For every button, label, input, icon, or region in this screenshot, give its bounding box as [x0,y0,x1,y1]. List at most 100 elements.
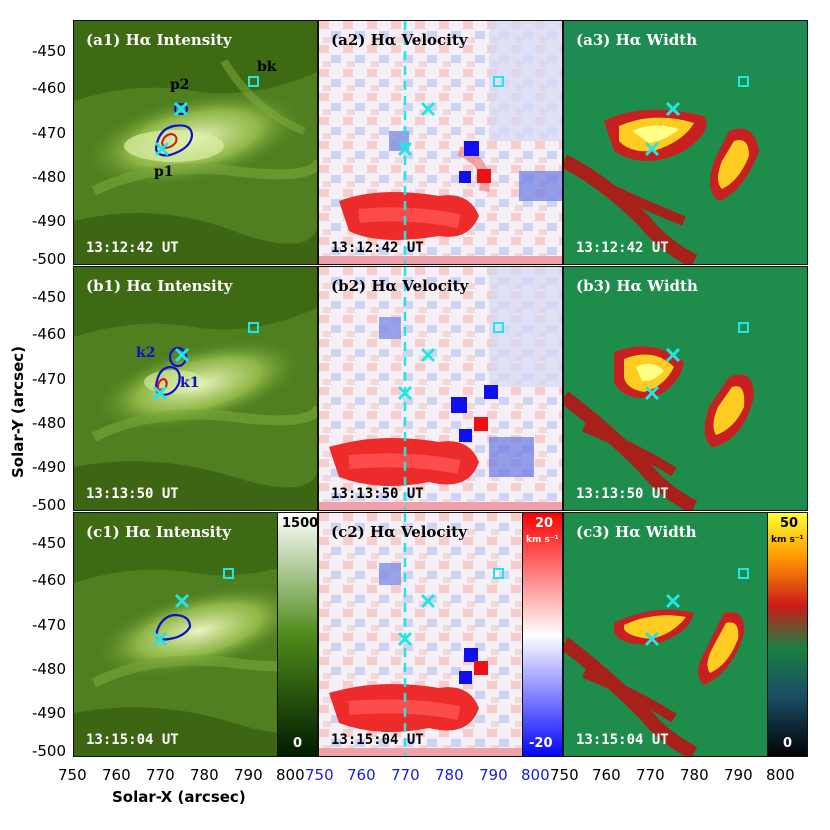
y-tick: -490 [31,458,66,476]
x-tick: 790 [479,766,508,784]
y-tick: -460 [31,79,66,97]
x-tick: 750 [305,766,334,784]
x-marker [152,631,168,647]
velocity-image [319,267,562,510]
x-marker [420,101,436,117]
x-tick: 800 [521,766,550,784]
bk-square-marker [493,76,504,87]
bk-square-marker [738,76,749,87]
intensity-image [74,513,317,756]
panel-title: (b1) Hα Intensity [86,277,233,295]
contour-p1-blue [154,124,194,157]
y-tick: -460 [31,571,66,589]
bk-square-marker [248,322,259,333]
bk-square-marker [738,322,749,333]
label-k2: k2 [136,345,156,361]
intensity-colorbar: 1500 0 [277,513,318,756]
contour-p2 [174,103,188,115]
x-marker [397,631,413,647]
x-tick: 790 [724,766,753,784]
x-tick: 750 [58,766,87,784]
y-tick: -500 [31,742,66,760]
panel-title: (a3) Hα Width [576,31,698,49]
width-image [564,513,807,756]
x-marker [665,347,681,363]
x-marker [644,141,660,157]
width-colorbar: 50 km s⁻¹ 0 [767,513,807,756]
panel-timestamp: 13:13:50 UT [331,486,424,502]
x-marker [397,385,413,401]
y-tick: -450 [31,42,66,60]
x-axis-label: Solar-X (arcsec) [112,788,246,806]
panel-timestamp: 13:15:04 UT [331,732,424,748]
x-marker [420,593,436,609]
x-tick: 770 [391,766,420,784]
colorbar-unit: km s⁻¹ [771,535,804,545]
panel-title: (a2) Hα Velocity [331,31,468,49]
intensity-image [74,21,317,264]
y-tick: -480 [31,168,66,186]
y-tick: -480 [31,660,66,678]
x-tick: 760 [102,766,131,784]
x-marker-p2 [173,101,189,117]
x-marker-p1 [154,141,170,157]
panel-b1-intensity: (b1) Hα Intensity 13:13:50 UT k2 k1 [73,266,318,511]
colorbar-min: 0 [783,736,793,751]
x-tick: 760 [592,766,621,784]
colorbar-max: 1500 [282,516,318,531]
x-tick: 780 [680,766,709,784]
panel-a1-intensity: (a1) Hα Intensity 13:12:42 UT p2 p1 bk [73,20,318,265]
panel-title: (c3) Hα Width [576,523,697,541]
y-tick: -490 [31,212,66,230]
colorbar-max: 50 [780,516,799,531]
velocity-image [319,21,562,264]
y-tick: -450 [31,288,66,306]
width-image [564,267,807,510]
x-marker [174,593,190,609]
x-marker [397,141,413,157]
panel-title: (b3) Hα Width [576,277,698,295]
y-tick: -500 [31,496,66,514]
panel-c2-velocity: (c2) Hα Velocity 13:15:04 UT 20 km s⁻¹ -… [318,512,563,757]
colorbar-min: 0 [293,736,303,751]
panel-a3-width: (a3) Hα Width 13:12:42 UT [563,20,808,265]
panel-title: (a1) Hα Intensity [86,31,232,49]
panel-a2-velocity: (a2) Hα Velocity 13:12:42 UT [318,20,563,265]
x-tick: 750 [550,766,579,784]
contour-p1-red [160,132,178,150]
colorbar-max: 20 [535,516,554,531]
contour-red [157,377,168,391]
bk-square-marker [248,76,259,87]
x-marker [665,593,681,609]
panel-c1-intensity: (c1) Hα Intensity 13:15:04 UT 1500 0 [73,512,318,757]
bk-square-marker [493,322,504,333]
label-p1: p1 [154,164,174,180]
bk-square-marker [223,568,234,579]
x-tick: 760 [347,766,376,784]
bk-square-marker [493,568,504,579]
colorbar-unit: km s⁻¹ [526,535,559,545]
x-tick: 800 [276,766,305,784]
panel-b3-width: (b3) Hα Width 13:13:50 UT [563,266,808,511]
x-marker [644,631,660,647]
panel-title: (b2) Hα Velocity [331,277,469,295]
x-tick: 780 [435,766,464,784]
x-tick: 800 [766,766,795,784]
x-tick: 780 [190,766,219,784]
label-bk: bk [257,59,277,75]
velocity-image [319,513,562,756]
y-tick: -470 [31,616,66,634]
x-tick: 770 [146,766,175,784]
panel-timestamp: 13:12:42 UT [331,240,424,256]
panel-timestamp: 13:13:50 UT [86,486,179,502]
y-tick: -490 [31,704,66,722]
panel-title: (c2) Hα Velocity [331,523,467,541]
x-marker [665,101,681,117]
label-p2: p2 [170,77,190,93]
y-axis-label: Solar-Y (arcsec) [9,346,27,478]
x-tick: 770 [636,766,665,784]
intensity-image [74,267,317,510]
label-k1: k1 [180,375,200,391]
panel-timestamp: 13:15:04 UT [86,732,179,748]
y-tick: -450 [31,534,66,552]
